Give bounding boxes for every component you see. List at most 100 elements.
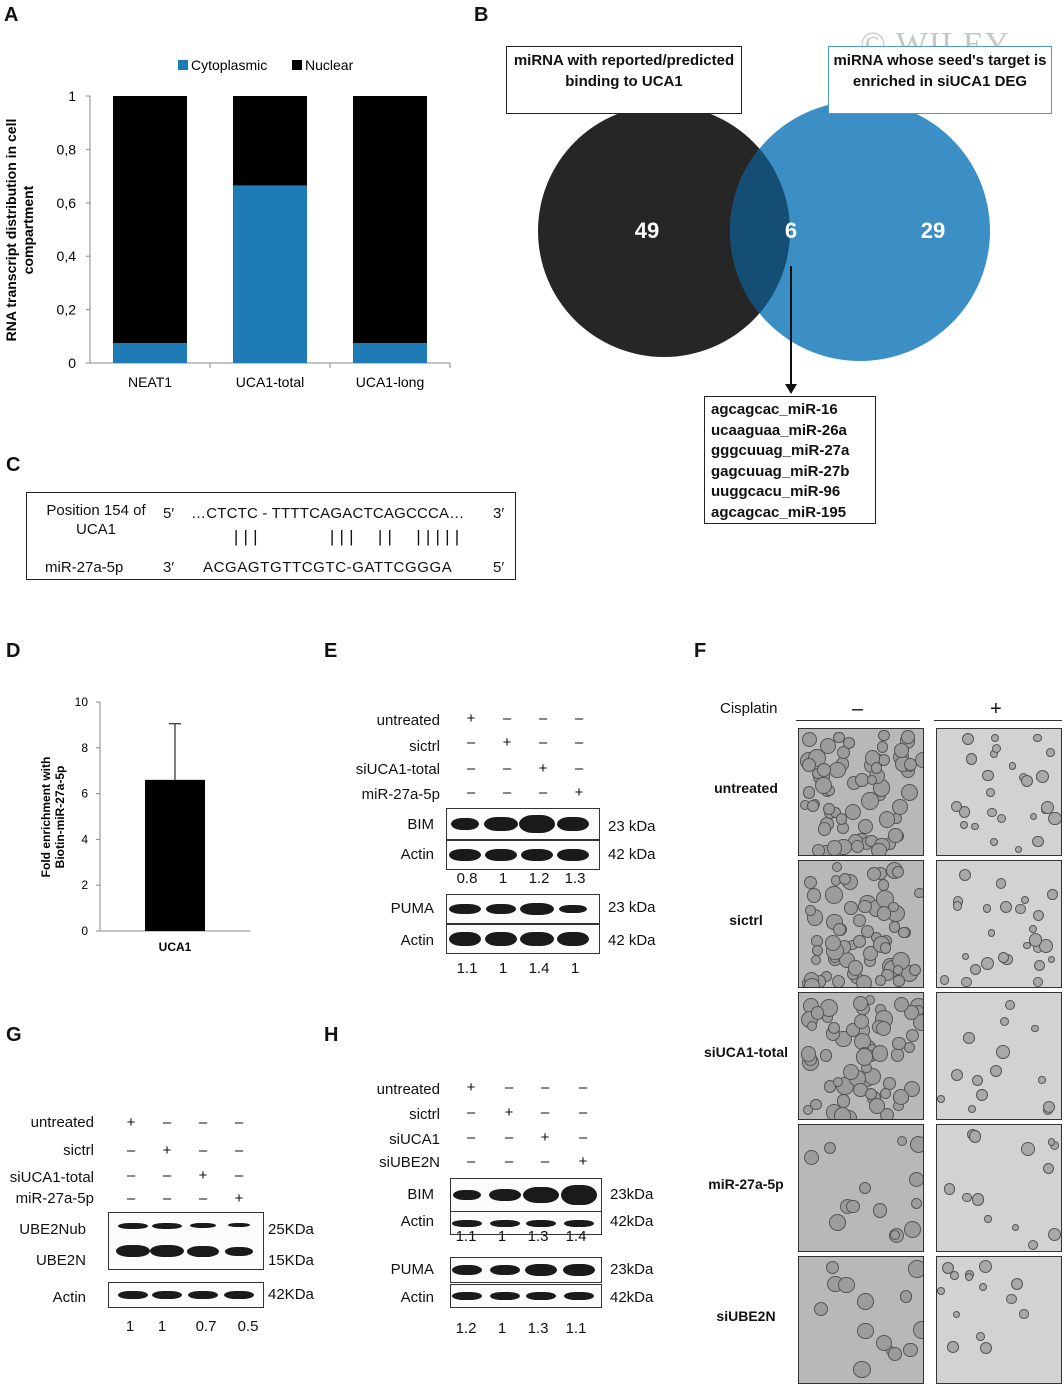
treatment-sign: – — [466, 760, 476, 777]
blot-band — [453, 1190, 481, 1200]
venn-right-circle — [730, 101, 990, 361]
treatment-sign: – — [162, 1167, 172, 1184]
blot-band — [452, 1265, 482, 1275]
alignment-uca1-sequence: …CTCTC - TTTTCAGACTCAGCCCA… — [191, 505, 465, 522]
condition-label: untreated — [376, 712, 440, 729]
blot-band — [557, 849, 589, 861]
bar-nuclear — [233, 96, 307, 186]
alignment-row2-label: miR-27a-5p — [45, 559, 124, 576]
blot-band — [490, 1292, 520, 1300]
blot-size-label: 23 kDa — [608, 818, 656, 835]
cisplatin-minus: – — [852, 698, 864, 720]
legend-swatch — [292, 60, 302, 70]
y-axis-title-line: RNA transcript distribution in cell — [3, 119, 19, 342]
blot-row-label: BIM — [407, 1186, 434, 1203]
blot-band — [451, 818, 479, 830]
treatment-sign: + — [540, 1129, 550, 1146]
treatment-sign: + — [162, 1142, 172, 1159]
treatment-sign: – — [578, 1104, 588, 1121]
treatment-sign: – — [234, 1114, 244, 1131]
y-axis-title-line: Fold enrichment with — [39, 757, 53, 878]
blot-size-label: 25KDa — [268, 1221, 314, 1238]
blot-band — [152, 1223, 182, 1229]
y-tick-label: 0,6 — [57, 195, 77, 211]
microscopy-row-label: siUCA1-total — [703, 1044, 788, 1060]
blot-band — [484, 817, 518, 831]
y-tick-label: 10 — [75, 695, 89, 709]
blot-band — [449, 932, 481, 946]
panel-label-a: A — [4, 4, 19, 26]
alignment-row2-5prime: 5′ — [493, 559, 505, 576]
treatment-sign: – — [466, 1153, 476, 1170]
micrograph-minus-cisplatin — [798, 1256, 924, 1384]
alignment-row2-3prime: 3′ — [163, 559, 175, 576]
treatment-sign: – — [578, 1129, 588, 1146]
blot-strip-actin — [446, 924, 600, 954]
mirna-item: agcagcac_miR-16 — [711, 401, 838, 418]
y-tick-label: 0,2 — [57, 302, 77, 318]
treatment-sign: + — [466, 710, 476, 727]
mirna-item: agcagcac_miR-195 — [711, 503, 847, 521]
y-tick-label: 8 — [81, 741, 88, 755]
y-axis-title-line: Biotin-miR-27a-5p — [53, 766, 67, 869]
blot-row-label: UBE2N — [35, 1252, 86, 1269]
micrograph-plus-cisplatin — [936, 860, 1062, 988]
blot-size-label: 23 kDa — [608, 899, 656, 916]
blot-size-label: 15KDa — [268, 1252, 314, 1269]
blot-size-label: 23kDa — [610, 1186, 654, 1203]
blot-strip-actin — [450, 1284, 602, 1308]
blot-band — [116, 1245, 150, 1257]
treatment-sign: – — [504, 1079, 514, 1096]
blot-band — [452, 1219, 482, 1227]
blot-strip-actin — [450, 1211, 602, 1235]
y-tick-label: 0 — [68, 355, 76, 371]
treatment-sign: – — [198, 1142, 208, 1159]
treatment-sign: – — [502, 710, 512, 727]
treatment-sign: – — [466, 734, 476, 751]
treatment-sign: – — [574, 760, 584, 777]
blot-band — [152, 1291, 182, 1299]
venn-overlap-count: 6 — [785, 218, 797, 243]
blot-row-label: Actin — [400, 932, 434, 949]
microscopy-row-label: untreated — [714, 780, 778, 796]
micrograph-minus-cisplatin — [798, 992, 924, 1120]
blot-band — [489, 1189, 521, 1201]
blot-size-label: 42kDa — [610, 1213, 654, 1230]
treatment-sign: – — [126, 1167, 136, 1184]
blot-strip-puma — [446, 894, 600, 924]
legend-label: Cytoplasmic — [191, 57, 267, 73]
treatment-sign: + — [504, 1104, 514, 1121]
treatment-sign: – — [540, 1079, 550, 1096]
treatment-sign: – — [540, 1104, 550, 1121]
blot-row-label: PUMA — [390, 900, 434, 917]
x-tick-label: UCA1-total — [236, 374, 304, 390]
blot-band — [188, 1291, 218, 1299]
microscopy-grid: Cisplatin – + untreated sictrl siUCA1-tota… — [700, 690, 1064, 1384]
condition-label: sictrl — [409, 738, 440, 755]
treatment-sign: + — [466, 1079, 476, 1096]
blot-band — [557, 817, 589, 831]
band-quantification: 0.7 — [195, 1318, 217, 1335]
treatment-sign: + — [126, 1114, 136, 1131]
treatment-sign: – — [234, 1142, 244, 1159]
mirna-item: gggcuuag_miR-27a — [711, 442, 850, 459]
microscopy-row-label: miR-27a-5p — [708, 1176, 784, 1192]
bar-uca1 — [145, 779, 205, 931]
blot-band — [118, 1291, 148, 1299]
x-tick-label: NEAT1 — [128, 374, 172, 390]
y-axis-title: Fold enrichment withBiotin-miR-27a-5p — [39, 757, 67, 878]
venn-left-circle — [538, 105, 790, 357]
blot-band — [557, 932, 589, 946]
legend-label: Nuclear — [305, 57, 354, 73]
blot-band — [150, 1245, 184, 1257]
treatment-sign: – — [466, 1129, 476, 1146]
y-tick-label: 2 — [81, 878, 88, 892]
blot-row-label: Actin — [52, 1289, 86, 1306]
western-blot-g: untreated sictrl siUCA1-total miR-27a-5p… — [0, 1100, 330, 1360]
cisplatin-label: Cisplatin — [720, 700, 778, 717]
venn-left-count: 49 — [635, 218, 659, 243]
blot-band — [228, 1223, 250, 1227]
blot-band — [485, 849, 517, 861]
treatment-sign: – — [538, 710, 548, 727]
treatment-sign: – — [538, 784, 548, 801]
